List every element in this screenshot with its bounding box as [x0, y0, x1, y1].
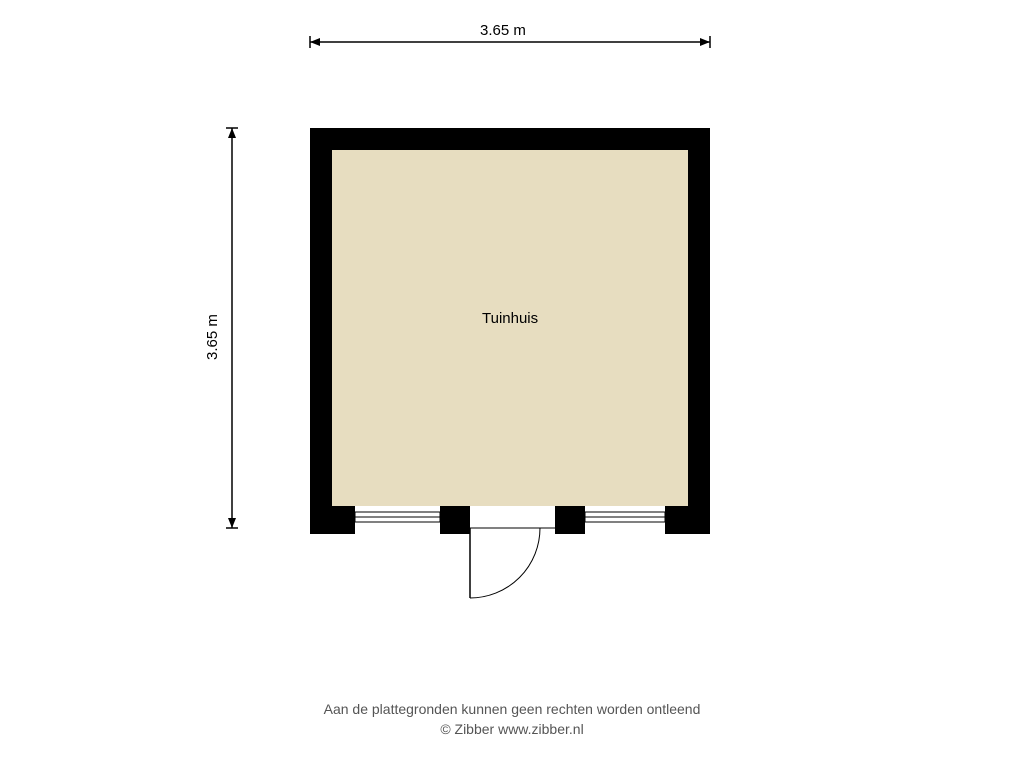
dimension-top-label: 3.65 m: [480, 22, 526, 39]
room-label: Tuinhuis: [482, 310, 538, 327]
floorplan-canvas: 3.65 m 3.65 m Tuinhuis Aan de plattegron…: [0, 0, 1024, 768]
footer-disclaimer: Aan de plattegronden kunnen geen rechten…: [0, 700, 1024, 739]
dimension-left-label: 3.65 m: [204, 314, 221, 360]
footer-line2: © Zibber www.zibber.nl: [0, 720, 1024, 740]
floorplan-svg: [0, 0, 1024, 768]
footer-line1: Aan de plattegronden kunnen geen rechten…: [0, 700, 1024, 720]
